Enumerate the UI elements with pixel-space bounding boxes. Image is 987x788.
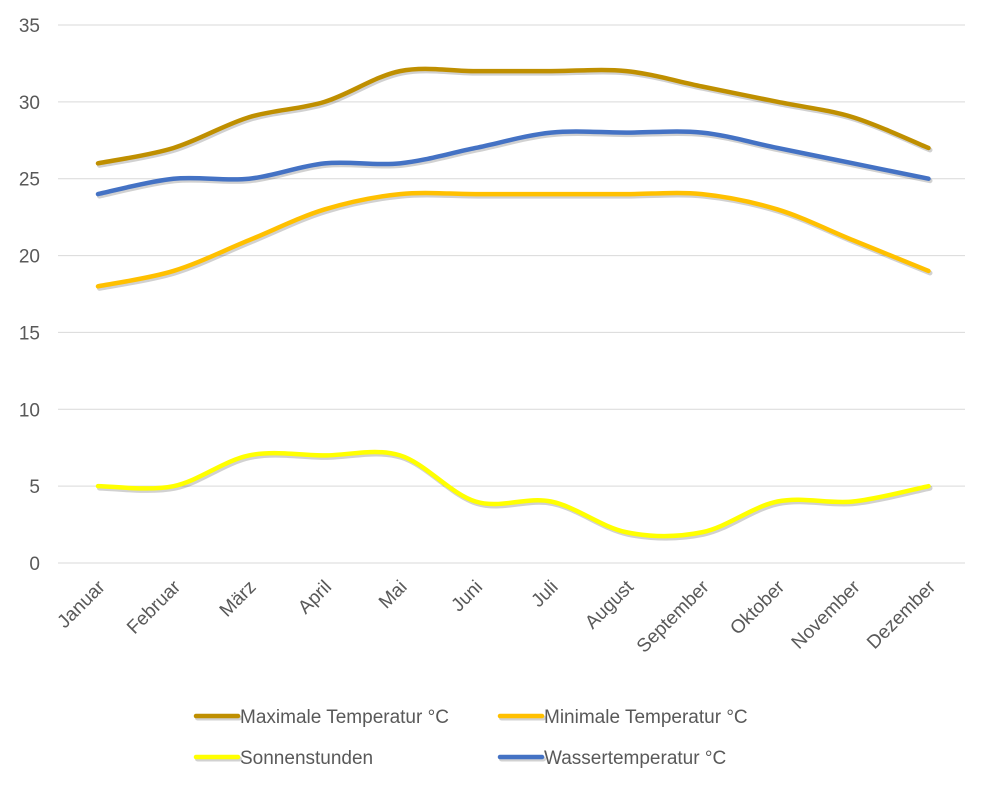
x-tick-label: Oktober [726,576,789,639]
legend-item-wassertemperatur-c: Wassertemperatur °C [497,748,726,769]
legend: Maximale Temperatur °C Minimale Temperatu… [193,707,748,769]
series-line-shadow-minimale-temperatur-c [97,192,933,291]
x-tick-label: Juni [448,577,487,616]
legend-label: Sonnenstunden [240,748,373,769]
x-tick-label: Februar [123,576,185,638]
series-line-shadow-wassertemperatur-c [97,130,933,199]
y-tick-label: 30 [19,93,40,114]
series-lines [95,66,933,541]
series-line-sonnenstunden [95,449,931,539]
y-axis-tick-labels: 0 5 10 15 20 25 30 35 [19,16,40,575]
x-tick-label: September [633,576,714,657]
series-line-minimale-temperatur-c [95,190,931,289]
y-tick-label: 20 [19,247,40,268]
x-tick-label: November [788,576,865,653]
series-line-maximale-temperatur-c [95,66,931,166]
y-tick-label: 35 [19,16,40,37]
y-tick-label: 15 [19,323,40,344]
y-tick-label: 25 [19,170,40,191]
legend-item-minimale-temperatur-c: Minimale Temperatur °C [497,707,748,728]
y-tick-label: 0 [29,554,40,575]
x-tick-label: Juli [528,577,563,612]
legend-item-maximale-temperatur-c: Maximale Temperatur °C [193,707,449,728]
x-tick-label: Dezember [863,576,940,653]
legend-label: Wassertemperatur °C [544,748,726,769]
x-tick-label: August [581,576,638,633]
series-line-shadow-maximale-temperatur-c [97,68,933,168]
series-line-wassertemperatur-c [95,129,931,197]
x-tick-label: März [216,577,261,622]
legend-label: Minimale Temperatur °C [544,707,748,728]
x-tick-label: Januar [54,576,110,632]
x-axis-tick-labels: Januar Februar März April Mai Juni Juli AugustS… [54,576,941,657]
y-tick-label: 5 [29,477,40,498]
legend-label: Maximale Temperatur °C [240,707,449,728]
legend-item-sonnenstunden: Sonnenstunden [193,748,373,769]
x-tick-label: Mai [375,577,412,614]
y-tick-label: 10 [19,400,40,421]
x-tick-label: April [294,577,336,619]
